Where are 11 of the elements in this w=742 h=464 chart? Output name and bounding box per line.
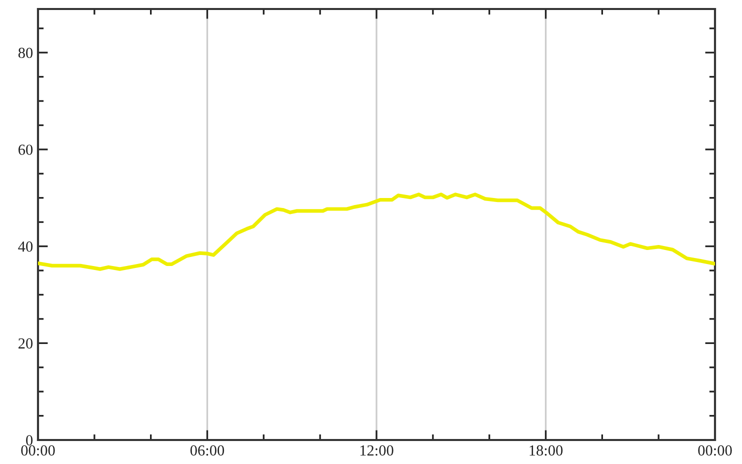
y-tick-label: 60 — [18, 144, 33, 155]
x-tick-label: 00:00 — [21, 445, 55, 456]
x-tick-label: 12:00 — [360, 445, 394, 456]
y-tick-label: 80 — [18, 48, 33, 58]
x-tick-label: 06:00 — [190, 445, 224, 456]
x-tick-label: 00:00 — [698, 445, 732, 456]
line-series — [38, 192, 715, 271]
y-tick-label: 40 — [18, 241, 33, 252]
x-tick-label: 18:00 — [530, 445, 563, 456]
y-tick-label: 20 — [18, 338, 33, 349]
y-tick-label: 0 — [26, 435, 33, 446]
